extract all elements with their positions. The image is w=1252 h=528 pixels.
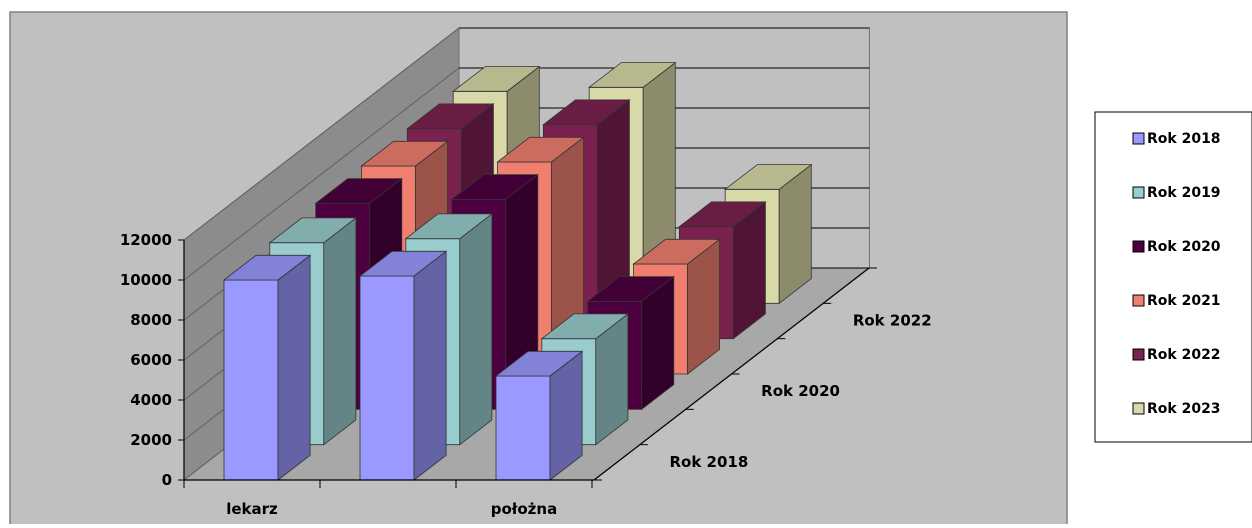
bar-top (586, 276, 675, 302)
bar-top (588, 62, 677, 88)
legend-swatch (1132, 294, 1145, 307)
y-tick-label: 12000 (120, 231, 172, 249)
depth-label: Rok 2018 (670, 453, 749, 471)
legend-swatch (1132, 240, 1145, 253)
bar-top (494, 350, 584, 377)
bar-side (413, 250, 447, 481)
bar-side (459, 213, 493, 446)
bar-top (450, 174, 539, 200)
bar-rok-2018-2 (494, 350, 584, 481)
bar-top (314, 178, 403, 204)
bar-top (724, 164, 813, 190)
bar-top (222, 254, 312, 281)
legend-label: Rok 2018 (1147, 131, 1221, 147)
bar-top (542, 99, 631, 126)
gridline-side (183, 67, 460, 281)
y-tick-label: 0 (162, 471, 172, 489)
bar-top (452, 66, 541, 92)
bar-front (495, 375, 551, 481)
bar-rok-2018-0 (222, 254, 312, 481)
depth-label: Rok 2020 (761, 382, 840, 400)
y-tick-label: 2000 (130, 431, 172, 449)
legend-swatch (1132, 132, 1145, 145)
bar-top (268, 217, 358, 244)
bar-top (632, 238, 721, 265)
bar-top (358, 250, 448, 277)
bar-top (540, 313, 630, 340)
y-tick-label: 6000 (130, 351, 172, 369)
legend-box (1094, 111, 1252, 443)
legend-label: Rok 2021 (1147, 293, 1221, 309)
y-tick-label: 4000 (130, 391, 172, 409)
bar-front (359, 275, 415, 481)
legend-swatch (1132, 402, 1145, 415)
bar-rok-2018-1 (358, 250, 448, 481)
legend-label: Rok 2022 (1147, 347, 1221, 363)
bar-front (223, 279, 279, 481)
bar-side (323, 217, 357, 446)
legend-label: Rok 2023 (1147, 401, 1221, 417)
gridline-side (183, 27, 460, 241)
x-category-label: lekarz (226, 500, 278, 518)
legend-swatch (1132, 186, 1145, 199)
legend-label: Rok 2019 (1147, 185, 1221, 201)
y-tick-label: 10000 (120, 271, 172, 289)
legend-label: Rok 2020 (1147, 239, 1221, 255)
bar-top (404, 213, 494, 240)
bar-top (678, 201, 767, 228)
bar-top (496, 136, 585, 163)
y-tick-label: 8000 (130, 311, 172, 329)
legend-swatch (1132, 348, 1145, 361)
depth-label: Rok 2022 (853, 311, 932, 329)
bar-side (277, 254, 311, 481)
x-category-label: położna (491, 500, 557, 518)
bar-top (360, 140, 449, 167)
bar-top (406, 103, 495, 130)
